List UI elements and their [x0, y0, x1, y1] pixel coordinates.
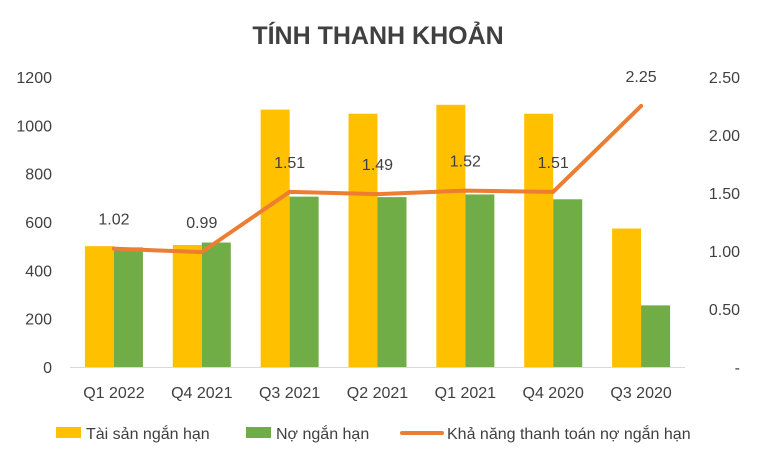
bar-tai-san-ngan-han [524, 113, 554, 367]
y-right-tick-label: 1.50 [709, 186, 740, 203]
x-tick-label: Q1 2022 [83, 385, 144, 402]
y-left-tick-label: 800 [25, 167, 52, 184]
y-right-tick-label: - [735, 360, 740, 377]
line-point [287, 189, 292, 194]
bar-tai-san-ngan-han [84, 246, 114, 367]
y-left-tick-label: 0 [43, 360, 52, 377]
bar-no-ngan-han [377, 197, 407, 367]
y-right-tick-label: 0.50 [709, 302, 740, 319]
x-tick-label: Q2 2021 [347, 385, 408, 402]
bar-no-ngan-han [465, 194, 495, 367]
y-left-tick-label: 400 [25, 263, 52, 280]
bar-no-ngan-han [201, 242, 231, 367]
line-data-label: 1.49 [362, 157, 393, 174]
x-tick-label: Q4 2021 [171, 385, 232, 402]
line-data-label: 2.25 [626, 69, 657, 86]
line-point [463, 188, 468, 193]
legend-swatch [246, 427, 271, 438]
bar-tai-san-ngan-han [260, 109, 290, 367]
line-data-label: 1.51 [538, 155, 569, 172]
line-data-label: 1.51 [274, 155, 305, 172]
legend-label: Tài sản ngắn hạn [86, 424, 210, 443]
x-tick-label: Q4 2020 [523, 385, 584, 402]
y-right-tick-label: 2.50 [709, 70, 740, 87]
legend: Tài sản ngắn hạn Nợ ngắn hạn Khả năng than… [56, 424, 691, 443]
x-tick-label: Q1 2021 [435, 385, 496, 402]
line-data-label: 0.99 [186, 215, 217, 232]
line-point [551, 189, 556, 194]
y-left-tick-label: 200 [25, 312, 52, 329]
legend-swatch [56, 427, 81, 438]
chart-title: TÍNH THANH KHOẢN [252, 20, 503, 50]
y-right-tick-label: 2.00 [709, 128, 740, 145]
bar-tai-san-ngan-han [348, 113, 378, 367]
bar-no-ngan-han [641, 305, 671, 367]
bar-tai-san-ngan-han [172, 244, 202, 367]
bar-tai-san-ngan-han [436, 104, 466, 368]
line-point [199, 250, 204, 255]
y-left-tick-label: 1000 [16, 118, 52, 135]
bar-no-ngan-han [553, 199, 583, 367]
bar-no-ngan-han [113, 247, 143, 367]
y-left-tick-label: 600 [25, 215, 52, 232]
bar-tai-san-ngan-han [612, 228, 642, 367]
y-right-tick-label: 1.00 [709, 244, 740, 261]
line-data-label: 1.02 [98, 212, 129, 229]
line-point [111, 246, 116, 251]
x-tick-label: Q3 2021 [259, 385, 320, 402]
line-data-label: 1.52 [450, 154, 481, 171]
legend-label: Khả năng thanh toán nợ ngắn hạn [447, 424, 691, 443]
legend-label: Nợ ngắn hạn [276, 424, 369, 443]
line-point [639, 104, 644, 108]
bar-no-ngan-han [289, 196, 319, 367]
y-left-tick-label: 1200 [16, 70, 52, 87]
line-point [375, 192, 380, 197]
x-tick-label: Q3 2020 [610, 385, 671, 402]
plot-area: 0 200 400 600 800 1000 1200 - 0.50 1.00 1.50 2.00 2.… [16, 69, 740, 402]
